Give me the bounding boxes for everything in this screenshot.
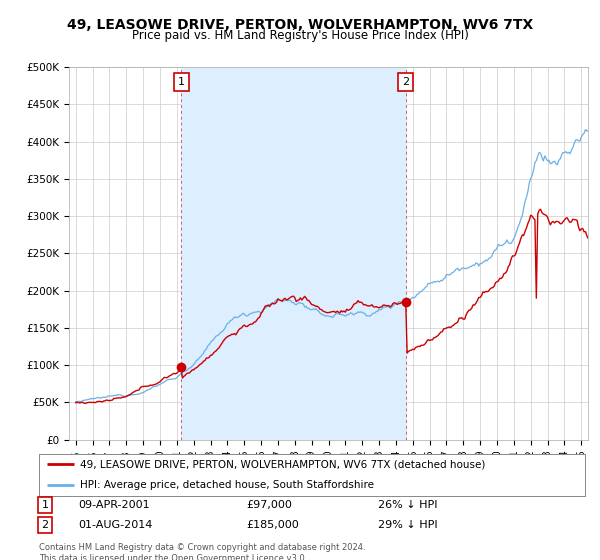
Text: HPI: Average price, detached house, South Staffordshire: HPI: Average price, detached house, Sout… xyxy=(80,480,374,490)
Text: Contains HM Land Registry data © Crown copyright and database right 2024.
This d: Contains HM Land Registry data © Crown c… xyxy=(39,543,365,560)
Text: 1: 1 xyxy=(41,500,49,510)
Text: 1: 1 xyxy=(178,77,185,87)
Text: 26% ↓ HPI: 26% ↓ HPI xyxy=(378,500,437,510)
Text: 49, LEASOWE DRIVE, PERTON, WOLVERHAMPTON, WV6 7TX: 49, LEASOWE DRIVE, PERTON, WOLVERHAMPTON… xyxy=(67,18,533,32)
Text: 49, LEASOWE DRIVE, PERTON, WOLVERHAMPTON, WV6 7TX (detached house): 49, LEASOWE DRIVE, PERTON, WOLVERHAMPTON… xyxy=(80,459,485,469)
Text: 29% ↓ HPI: 29% ↓ HPI xyxy=(378,520,437,530)
Text: 09-APR-2001: 09-APR-2001 xyxy=(78,500,149,510)
Text: 2: 2 xyxy=(41,520,49,530)
Text: £185,000: £185,000 xyxy=(246,520,299,530)
Text: Price paid vs. HM Land Registry's House Price Index (HPI): Price paid vs. HM Land Registry's House … xyxy=(131,29,469,42)
Text: £97,000: £97,000 xyxy=(246,500,292,510)
Text: 01-AUG-2014: 01-AUG-2014 xyxy=(78,520,152,530)
Text: 2: 2 xyxy=(402,77,409,87)
Bar xyxy=(181,67,406,440)
